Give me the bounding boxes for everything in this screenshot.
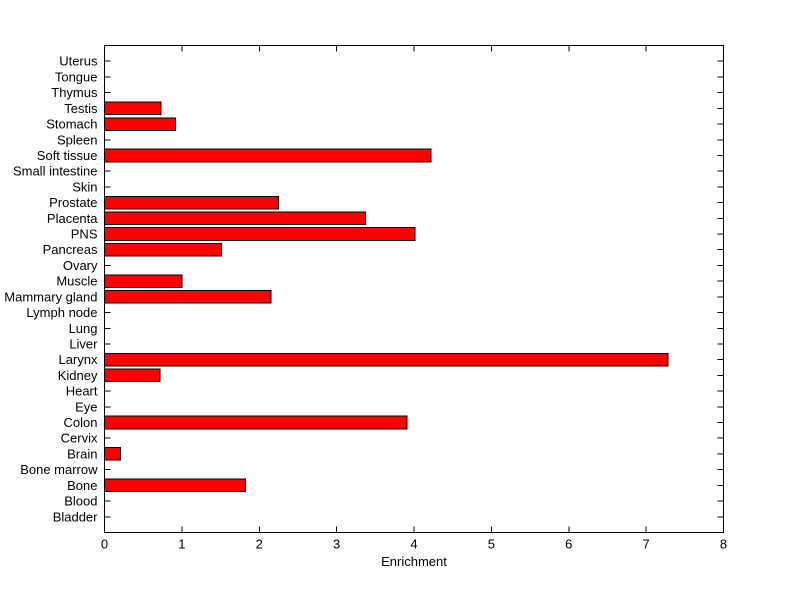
x-tick-label: 7	[643, 537, 650, 552]
y-tick-label: Brain	[67, 446, 97, 461]
bar-kidney	[104, 368, 161, 383]
x-axis-label: Enrichment	[381, 554, 447, 569]
y-tick-label: Prostate	[49, 195, 97, 210]
x-tick-label: 6	[565, 537, 572, 552]
y-tick-label: Heart	[66, 384, 98, 399]
bar-brain	[104, 447, 122, 461]
y-tick-label: Lung	[69, 321, 98, 336]
y-tick-label: Ovary	[63, 258, 98, 273]
y-tick-label: Placenta	[47, 211, 98, 226]
y-tick-label: Mammary gland	[4, 289, 97, 304]
y-tick-label: Pancreas	[43, 242, 98, 257]
y-tick-label: Larynx	[58, 352, 98, 367]
axis-box	[104, 45, 724, 533]
y-tick-label: Soft tissue	[37, 148, 98, 163]
y-tick-label: Colon	[64, 415, 98, 430]
bar-soft-tissue	[104, 148, 432, 163]
y-tick-label: Cervix	[61, 431, 98, 446]
x-tick-label: 2	[256, 537, 263, 552]
y-tick-label: Thymus	[51, 85, 98, 100]
bar-testis	[104, 101, 162, 116]
y-tick-label: Small intestine	[13, 164, 98, 179]
x-tick-label: 1	[178, 537, 185, 552]
y-tick-label: Spleen	[57, 132, 97, 147]
y-tick-label: PNS	[71, 227, 98, 242]
ticks-group	[104, 45, 724, 533]
y-tick-label: Bone	[67, 478, 97, 493]
y-tick-label: Kidney	[58, 368, 98, 383]
bar-muscle	[104, 274, 183, 288]
y-tick-label: Muscle	[56, 274, 97, 289]
bar-colon	[104, 415, 408, 430]
bar-prostate	[104, 195, 280, 210]
y-tick-label: Eye	[75, 399, 97, 414]
bar-placenta	[104, 211, 366, 226]
labels-group: UterusTongueThymusTestisStomachSpleenSof…	[4, 54, 727, 552]
bar-pns	[104, 227, 416, 241]
bar-bone	[104, 478, 246, 493]
y-tick-label: Tongue	[55, 69, 98, 84]
bar-mammary-gland	[104, 290, 272, 304]
y-tick-label: Skin	[72, 179, 97, 194]
y-tick-label: Lymph node	[26, 305, 97, 320]
y-tick-label: Testis	[64, 101, 98, 116]
bar-larynx	[104, 352, 669, 367]
y-tick-label: Uterus	[59, 54, 98, 69]
y-tick-label: Blood	[64, 494, 97, 509]
y-tick-label: Liver	[69, 336, 98, 351]
bars-group	[104, 101, 669, 493]
axis-box-group	[104, 45, 724, 533]
bar-pancreas	[104, 242, 222, 257]
x-tick-label: 3	[333, 537, 340, 552]
x-tick-label: 8	[720, 537, 727, 552]
y-tick-label: Bladder	[53, 509, 98, 524]
bar-stomach	[104, 117, 177, 131]
y-tick-label: Bone marrow	[20, 462, 98, 477]
x-tick-label: 4	[410, 537, 417, 552]
y-tick-label: Stomach	[46, 117, 97, 132]
x-tick-label: 0	[101, 537, 108, 552]
x-tick-label: 5	[488, 537, 495, 552]
